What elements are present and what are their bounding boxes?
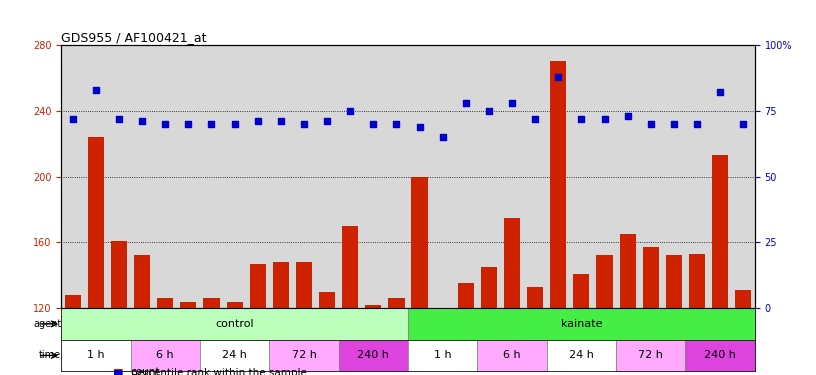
- Bar: [550, 62, 566, 308]
- Bar: [689, 254, 705, 308]
- Bar: [547, 340, 616, 371]
- Point: [321, 118, 334, 124]
- Point: [251, 118, 264, 124]
- Point: [344, 108, 357, 114]
- Bar: [157, 298, 173, 308]
- Point: [205, 121, 218, 127]
- Bar: [319, 292, 335, 308]
- Bar: [203, 298, 220, 308]
- Text: 1 h: 1 h: [87, 351, 104, 360]
- Text: percentile rank within the sample: percentile rank within the sample: [131, 369, 307, 375]
- Bar: [61, 340, 131, 371]
- Bar: [666, 255, 682, 308]
- Text: 24 h: 24 h: [569, 351, 594, 360]
- Bar: [685, 340, 755, 371]
- Bar: [273, 262, 289, 308]
- Bar: [527, 287, 543, 308]
- Point: [713, 89, 726, 95]
- Bar: [619, 234, 636, 308]
- Bar: [481, 267, 497, 308]
- Text: GDS955 / AF100421_at: GDS955 / AF100421_at: [61, 31, 206, 44]
- Point: [737, 121, 750, 127]
- Bar: [504, 217, 520, 308]
- Bar: [366, 305, 381, 308]
- Point: [413, 124, 426, 130]
- Bar: [250, 264, 266, 308]
- Text: time: time: [39, 351, 61, 360]
- Bar: [408, 308, 755, 340]
- Text: ■: ■: [113, 369, 124, 375]
- Text: ■: ■: [113, 367, 124, 375]
- Bar: [458, 284, 474, 308]
- Text: 72 h: 72 h: [291, 351, 317, 360]
- Text: 240 h: 240 h: [357, 351, 389, 360]
- Text: control: control: [215, 319, 254, 329]
- Point: [182, 121, 195, 127]
- Point: [529, 116, 542, 122]
- Bar: [712, 155, 728, 308]
- Bar: [88, 137, 104, 308]
- Point: [66, 116, 79, 122]
- Bar: [574, 274, 589, 308]
- Point: [89, 87, 103, 93]
- Point: [298, 121, 311, 127]
- Bar: [134, 255, 150, 308]
- Bar: [408, 340, 477, 371]
- Bar: [388, 298, 405, 308]
- Point: [645, 121, 658, 127]
- Point: [575, 116, 588, 122]
- Bar: [64, 295, 81, 308]
- Point: [274, 118, 287, 124]
- Bar: [269, 340, 339, 371]
- Point: [552, 74, 565, 80]
- Bar: [435, 308, 450, 315]
- Point: [436, 134, 449, 140]
- Bar: [596, 255, 613, 308]
- Bar: [296, 262, 312, 308]
- Bar: [643, 247, 659, 308]
- Point: [390, 121, 403, 127]
- Point: [135, 118, 149, 124]
- Point: [690, 121, 703, 127]
- Text: 6 h: 6 h: [157, 351, 174, 360]
- Point: [366, 121, 379, 127]
- Text: 24 h: 24 h: [222, 351, 247, 360]
- Bar: [227, 302, 242, 308]
- Text: 6 h: 6 h: [503, 351, 521, 360]
- Point: [459, 100, 472, 106]
- Bar: [735, 290, 752, 308]
- Text: 1 h: 1 h: [434, 351, 451, 360]
- Bar: [477, 340, 547, 371]
- Text: 72 h: 72 h: [638, 351, 663, 360]
- Text: count: count: [131, 367, 160, 375]
- Point: [667, 121, 681, 127]
- Point: [482, 108, 495, 114]
- Text: agent: agent: [33, 319, 61, 329]
- Point: [113, 116, 126, 122]
- Bar: [200, 340, 269, 371]
- Bar: [411, 177, 428, 308]
- Point: [228, 121, 242, 127]
- Point: [505, 100, 519, 106]
- Bar: [339, 340, 408, 371]
- Text: 240 h: 240 h: [704, 351, 736, 360]
- Bar: [342, 226, 358, 308]
- Bar: [180, 302, 197, 308]
- Bar: [111, 241, 127, 308]
- Point: [621, 113, 634, 119]
- Point: [158, 121, 172, 127]
- Bar: [616, 340, 685, 371]
- Bar: [131, 340, 200, 371]
- Bar: [61, 308, 408, 340]
- Text: kainate: kainate: [561, 319, 602, 329]
- Point: [598, 116, 611, 122]
